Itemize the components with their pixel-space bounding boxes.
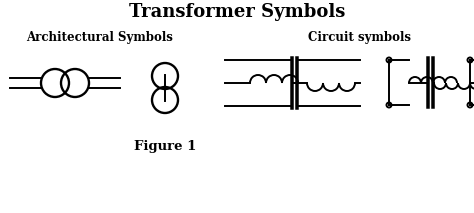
Text: Architectural Symbols: Architectural Symbols [27, 31, 173, 44]
Text: Transformer Symbols: Transformer Symbols [129, 3, 345, 21]
Text: Figure 1: Figure 1 [134, 140, 196, 153]
Text: Circuit symbols: Circuit symbols [309, 31, 411, 44]
